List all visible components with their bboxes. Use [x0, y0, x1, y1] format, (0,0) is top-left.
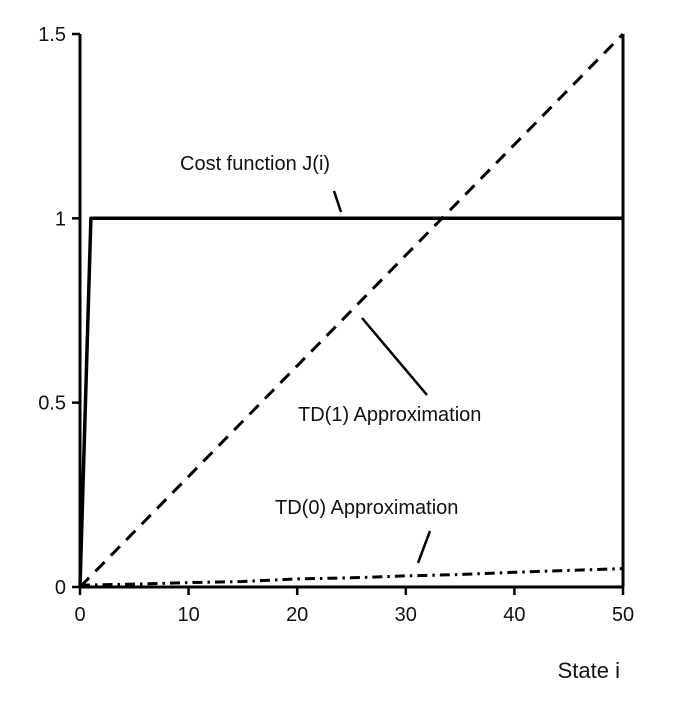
x-tick-label-0: 0: [74, 604, 85, 626]
series-td-1-approximation: [78, 32, 625, 589]
series-cost-function-j-i: [78, 216, 623, 588]
annotation-td0: TD(0) Approximation: [275, 497, 458, 519]
x-tick-label-40: 40: [503, 604, 525, 626]
x-ticks: 0 10 20 30 40 50: [74, 587, 634, 626]
cost-function-leader: [332, 190, 343, 213]
td0-leader: [416, 530, 432, 564]
series-td-0-approximation: [79, 567, 624, 587]
annotation-td1: TD(1) Approximation: [298, 404, 481, 426]
axes: [78, 34, 625, 589]
annotation-cost-function: Cost function J(i): [180, 153, 330, 175]
y-tick-label-0.5: 0.5: [38, 393, 66, 415]
x-tick-label-50: 50: [612, 604, 634, 626]
x-tick-label-20: 20: [286, 604, 308, 626]
y-tick-label-0: 0: [55, 577, 66, 599]
y-tick-label-1: 1: [55, 208, 66, 230]
td1-leader: [361, 317, 428, 396]
annotation-leaders: [332, 190, 432, 564]
x-tick-label-10: 10: [177, 604, 199, 626]
x-tick-label-30: 30: [395, 604, 417, 626]
x-axis-label: State i: [558, 658, 620, 683]
series-lines: [78, 32, 625, 589]
y-ticks: 0 0.5 1 1.5: [38, 24, 80, 599]
y-tick-label-1.5: 1.5: [38, 24, 66, 46]
